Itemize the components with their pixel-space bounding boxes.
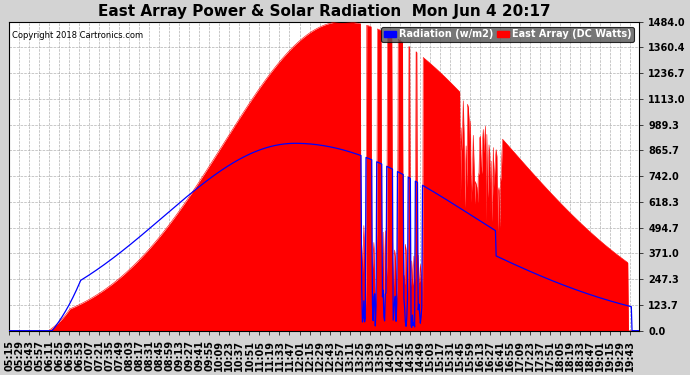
Legend: Radiation (w/m2), East Array (DC Watts): Radiation (w/m2), East Array (DC Watts): [382, 27, 634, 42]
Text: Copyright 2018 Cartronics.com: Copyright 2018 Cartronics.com: [12, 31, 144, 40]
Title: East Array Power & Solar Radiation  Mon Jun 4 20:17: East Array Power & Solar Radiation Mon J…: [98, 4, 551, 19]
